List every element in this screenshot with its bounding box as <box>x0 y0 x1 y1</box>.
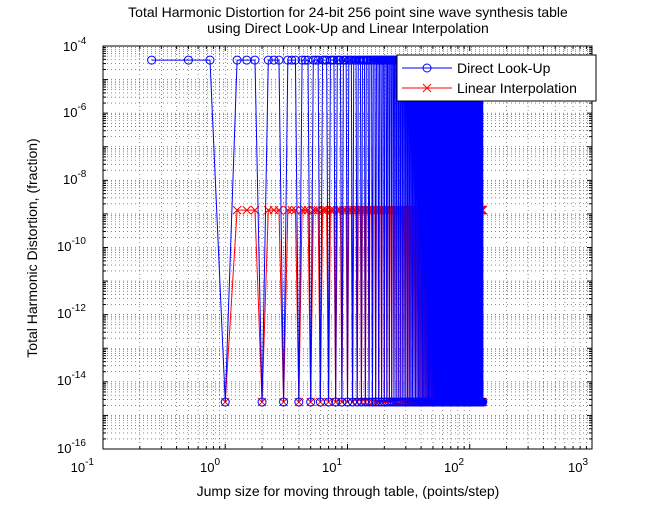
data-point-marker <box>308 55 318 65</box>
y-tick-label-5: 10-12 <box>57 303 86 321</box>
y-tick-label-4: 10-10 <box>57 236 86 254</box>
data-point-marker <box>290 55 300 65</box>
data-point-marker <box>329 55 339 65</box>
data-point-marker <box>205 55 215 65</box>
data-point-marker <box>294 397 304 407</box>
y-axis-tick-labels: 10-4 10-6 10-8 10-10 10-12 10-14 10-16 <box>57 36 87 456</box>
x-tick-label-1: 10-1 <box>71 457 95 475</box>
data-point-marker <box>364 397 374 407</box>
y-tick-label-3: 10-8 <box>63 169 87 187</box>
data-point-marker <box>263 55 273 65</box>
data-point-marker <box>183 55 193 65</box>
data-point-marker <box>297 55 307 65</box>
data-point-marker <box>348 397 358 407</box>
x-axis-tick-labels: 10-1 100 101 102 103 <box>71 457 589 475</box>
data-point-marker <box>242 205 252 215</box>
legend-label-linear-interp: Linear Interpolation <box>457 80 577 96</box>
legend-marker-linear-interp <box>422 83 432 93</box>
chart-title-line-2: using Direct Look-Up and Linear Interpol… <box>207 20 489 36</box>
data-point-marker <box>313 55 323 65</box>
x-tick-label-3: 101 <box>322 457 342 475</box>
data-point-marker <box>313 205 323 215</box>
data-point-marker <box>306 397 316 407</box>
y-tick-label-1: 10-4 <box>63 36 87 54</box>
chart-title-line-1: Total Harmonic Distortion for 24-bit 256… <box>128 4 568 20</box>
data-point-marker <box>300 205 310 215</box>
data-point-marker <box>220 397 230 407</box>
data-point-marker <box>291 205 300 215</box>
data-point-marker <box>311 205 321 215</box>
data-point-marker <box>337 397 347 407</box>
data-point-marker <box>269 55 279 65</box>
legend-box <box>396 54 597 102</box>
data-point-marker <box>287 55 297 65</box>
data-point-marker <box>232 55 242 65</box>
data-point-marker <box>384 397 394 407</box>
x-tick-label-4: 102 <box>444 457 464 475</box>
legend-marker-direct-lookup <box>422 63 432 73</box>
y-tick-label-2: 10-6 <box>63 102 87 120</box>
legend: Direct Look-Up Linear Interpolation <box>396 54 597 102</box>
data-point-marker <box>322 55 332 65</box>
data-point-marker <box>287 205 297 215</box>
x-axis-label: Jump size for moving through table, (poi… <box>197 483 500 499</box>
data-point-marker <box>232 205 242 215</box>
data-point-marker <box>360 397 370 407</box>
data-point-marker <box>324 397 334 407</box>
x-tick-label-5: 103 <box>568 457 588 475</box>
legend-label-direct-lookup: Direct Look-Up <box>457 60 551 76</box>
y-tick-label-7: 10-16 <box>57 438 86 456</box>
data-point-marker <box>371 397 381 407</box>
axis-ticks <box>102 45 593 450</box>
data-point-marker <box>367 397 377 407</box>
data-point-marker <box>147 55 157 65</box>
data-point-marker <box>343 397 352 407</box>
data-point-marker <box>283 205 293 215</box>
data-point-marker <box>274 55 284 65</box>
data-point-marker <box>274 205 284 215</box>
data-point-marker <box>478 397 488 407</box>
data-point-marker <box>379 397 389 407</box>
data-point-marker <box>382 397 392 407</box>
data-point-marker <box>257 397 267 407</box>
data-point-marker <box>279 397 289 407</box>
y-axis-label: Total Harmonic Distortion, (fraction) <box>24 138 40 357</box>
data-point-marker <box>318 205 327 215</box>
y-tick-label-6: 10-14 <box>57 370 86 388</box>
data-point-marker <box>387 397 397 407</box>
data-point-marker <box>250 55 260 65</box>
data-point-marker <box>311 55 321 65</box>
data-point-marker <box>331 397 341 407</box>
x-tick-label-2: 100 <box>200 457 220 475</box>
